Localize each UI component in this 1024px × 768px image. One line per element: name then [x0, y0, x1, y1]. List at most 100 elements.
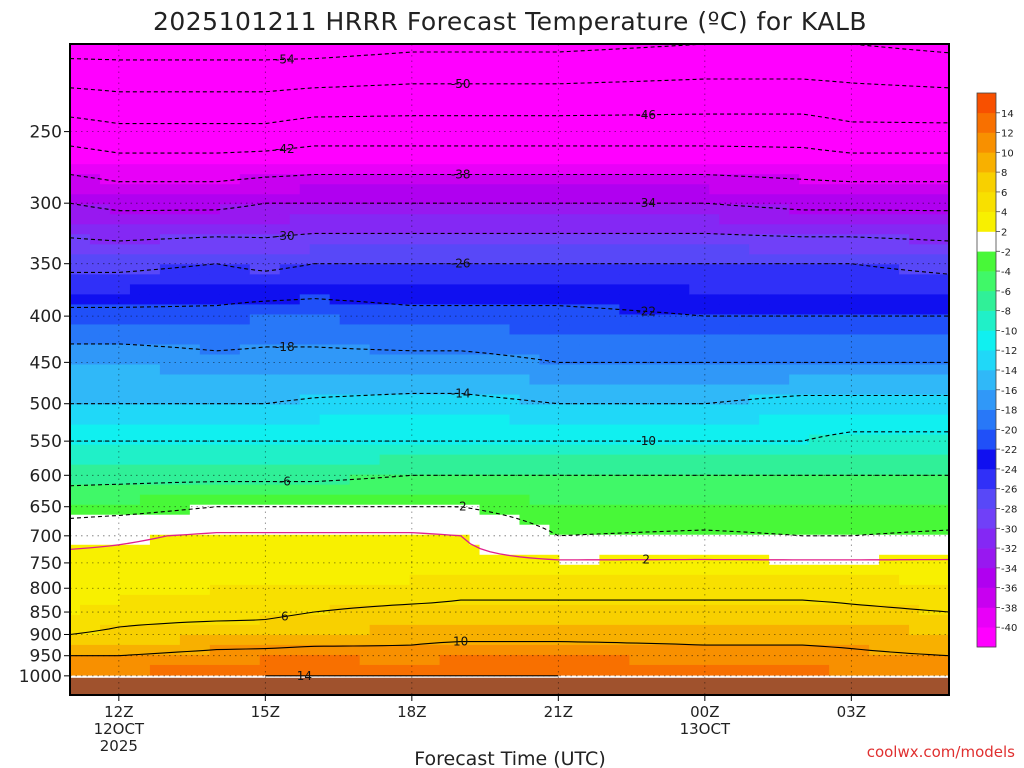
field-cell	[589, 214, 600, 225]
field-cell	[689, 434, 700, 446]
field-cell	[99, 394, 111, 406]
field-cell	[519, 254, 531, 265]
field-cell	[259, 134, 271, 145]
field-cell	[409, 654, 421, 666]
field-cell	[119, 664, 131, 676]
field-cell	[829, 384, 840, 396]
field-cell	[269, 394, 281, 406]
field-cell	[70, 564, 81, 576]
field-cell	[409, 164, 421, 175]
field-cell	[289, 584, 301, 596]
field-cell	[179, 494, 191, 506]
field-cell	[479, 504, 491, 516]
field-cell	[149, 364, 161, 376]
field-cell	[779, 184, 790, 195]
field-cell	[729, 634, 740, 646]
field-cell	[369, 594, 381, 606]
field-cell	[819, 144, 830, 155]
field-cell	[199, 394, 211, 406]
field-cell	[679, 204, 690, 215]
field-cell	[99, 294, 111, 305]
field-cell	[659, 504, 670, 516]
field-cell	[729, 304, 740, 316]
field-cell	[299, 544, 311, 556]
field-cell	[599, 634, 610, 646]
field-cell	[309, 134, 321, 145]
field-cell	[839, 124, 850, 135]
field-cell	[169, 174, 181, 185]
field-cell	[229, 74, 241, 85]
field-cell	[429, 424, 441, 436]
field-cell	[819, 264, 830, 275]
field-cell	[409, 414, 421, 426]
field-cell	[739, 564, 750, 576]
field-cell	[359, 474, 371, 486]
field-cell	[249, 154, 261, 165]
field-cell	[429, 644, 441, 656]
field-cell	[509, 604, 521, 616]
field-cell	[679, 304, 690, 316]
field-cell	[459, 244, 471, 255]
field-cell	[639, 104, 650, 115]
field-cell	[619, 364, 630, 376]
field-cell	[589, 664, 600, 676]
field-cell	[209, 284, 221, 295]
field-cell	[729, 124, 740, 135]
field-cell	[349, 394, 361, 406]
field-cell	[489, 164, 501, 175]
field-cell	[289, 644, 301, 656]
field-cell	[159, 204, 171, 215]
field-cell	[679, 634, 690, 646]
field-cell	[689, 544, 700, 556]
field-cell	[599, 64, 610, 75]
field-cell	[89, 644, 101, 656]
field-cell	[479, 554, 491, 566]
field-cell	[829, 664, 840, 676]
field-cell	[79, 104, 91, 115]
field-cell	[799, 504, 810, 516]
field-cell	[849, 114, 860, 125]
field-cell	[579, 524, 591, 536]
field-cell	[499, 664, 511, 676]
field-cell	[449, 584, 461, 596]
field-cell	[269, 404, 281, 416]
field-cell	[99, 654, 111, 666]
field-cell	[629, 584, 640, 596]
field-cell	[709, 364, 720, 376]
field-cell	[329, 364, 341, 376]
field-cell	[379, 554, 391, 566]
field-cell	[759, 54, 770, 65]
field-cell	[469, 204, 481, 215]
field-cell	[799, 494, 810, 506]
field-cell	[159, 604, 171, 616]
field-cell	[759, 164, 770, 175]
field-cell	[499, 554, 511, 566]
field-cell	[839, 634, 850, 646]
field-cell	[79, 384, 91, 396]
field-cell	[449, 234, 461, 245]
field-cell	[739, 304, 750, 316]
field-cell	[189, 254, 201, 265]
field-cell	[139, 194, 151, 205]
field-cell	[139, 44, 151, 55]
field-cell	[649, 134, 660, 145]
field-cell	[459, 114, 471, 125]
field-cell	[739, 404, 750, 416]
field-cell	[229, 394, 241, 406]
field-cell	[539, 304, 551, 316]
field-cell	[179, 114, 191, 125]
field-cell	[679, 504, 690, 516]
field-cell	[669, 254, 680, 265]
field-cell	[369, 654, 381, 666]
field-cell	[839, 424, 850, 436]
field-cell	[99, 534, 111, 546]
field-cell	[719, 654, 730, 666]
field-cell	[699, 134, 710, 145]
field-cell	[449, 154, 461, 165]
field-cell	[669, 164, 680, 175]
field-cell	[349, 154, 361, 165]
field-cell	[479, 114, 491, 125]
field-cell	[289, 474, 301, 486]
field-cell	[299, 124, 311, 135]
field-cell	[389, 484, 401, 496]
